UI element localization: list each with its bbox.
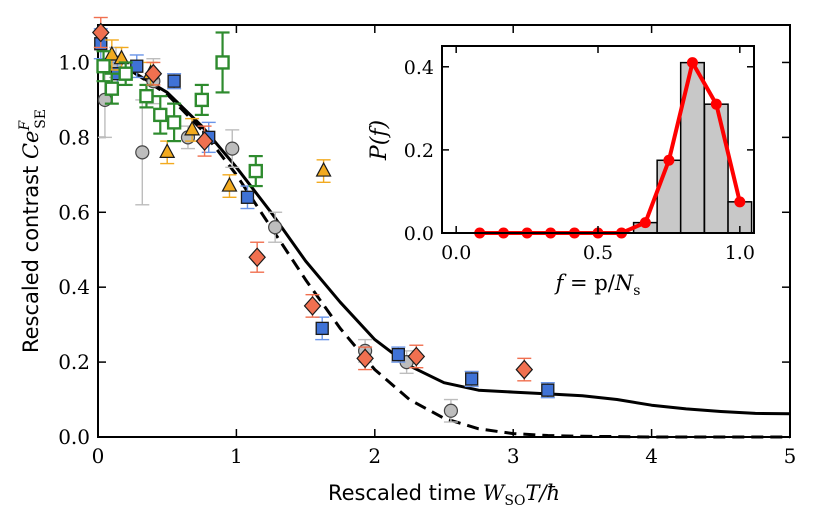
green-squares-marker (96, 59, 111, 74)
x-tick-label: 0 (92, 444, 105, 468)
green-squares-marker (118, 66, 133, 81)
x-tick-label: 2 (368, 444, 381, 468)
inset-x-axis-label: f = p/Ns (554, 271, 641, 299)
inset-x-tick-label: 1.0 (725, 242, 755, 264)
inset-bar (703, 103, 729, 234)
red-diamonds (91, 16, 534, 382)
svg-text:P(f): P(f) (367, 120, 392, 161)
green-squares-marker (166, 115, 182, 130)
inset-red-point (686, 57, 698, 69)
svg-text:Rescaled contrast CeFSE: Rescaled contrast CeFSE (17, 109, 49, 353)
inset-red-point (734, 196, 746, 208)
red-diamonds-marker (515, 359, 534, 380)
orange-triangles-marker (159, 143, 176, 158)
inset-y-axis-label: P(f) (367, 120, 392, 161)
orange-triangles-marker (113, 49, 130, 65)
red-diamonds-marker (303, 296, 322, 316)
inset-red-point (710, 98, 722, 110)
inset-y-tick-label: 0.2 (404, 140, 434, 162)
blue-squares-marker (465, 372, 479, 386)
blue-squares-marker (167, 74, 181, 88)
blue-squares-marker (315, 321, 329, 336)
orange-triangles-marker (221, 176, 238, 192)
red-diamonds-marker (248, 247, 266, 268)
blue-squares-marker (240, 190, 255, 204)
gray-circles-marker (225, 141, 240, 156)
inset-plot-frame-overlay (441, 45, 755, 234)
inset-bar (679, 61, 705, 234)
y-tick-label: 0.6 (58, 200, 90, 224)
red-diamonds-marker (356, 348, 374, 369)
orange-triangles-marker (184, 120, 201, 136)
green-squares-marker (139, 88, 154, 104)
main-y-axis-label: Rescaled contrast CeFSE (17, 109, 49, 353)
red-diamonds-marker (195, 131, 214, 152)
inset-ticks: 0.0 0.5 1.0 0.0 0.2 0.4 (404, 46, 755, 264)
y-tick-label: 0.2 (58, 350, 90, 374)
gray-circles-marker (135, 145, 150, 160)
inset-x-tick-label: 0.5 (583, 242, 613, 264)
green-squares-marker (104, 81, 120, 96)
y-tick-label: 0.8 (58, 125, 90, 149)
red-diamonds-marker (91, 22, 110, 43)
x-tick-label: 5 (784, 444, 797, 468)
green-squares (96, 31, 263, 188)
x-tick-label: 1 (230, 444, 243, 468)
x-tick-label: 3 (507, 444, 520, 468)
orange-triangles-marker (103, 45, 120, 61)
inset-red-point (639, 217, 651, 229)
red-diamonds-marker (407, 346, 426, 367)
inset-y-tick-label: 0.0 (404, 223, 434, 245)
y-tick-label: 0.4 (58, 275, 90, 299)
x-tick-label: 4 (645, 444, 658, 468)
main-x-axis-label: Rescaled time WSOT/ħ (328, 481, 560, 509)
y-tick-label: 1.0 (58, 50, 90, 74)
green-squares-marker (194, 92, 210, 108)
blue-squares-marker (130, 59, 144, 73)
y-tick-label: 0.0 (58, 425, 90, 449)
gray-circles-marker (268, 220, 283, 235)
green-squares-marker (153, 107, 168, 123)
red-diamonds-marker (144, 63, 163, 84)
inset-red-point (663, 154, 675, 166)
green-squares-marker (248, 163, 263, 179)
inset-x-tick-label: 0.0 (441, 242, 471, 264)
green-squares-marker (215, 55, 230, 70)
orange-triangles-marker (315, 161, 332, 177)
inset-bar (656, 159, 682, 234)
blue-squares-marker (391, 347, 405, 362)
gray-circles-marker (443, 403, 459, 418)
blue-squares-marker (541, 383, 555, 397)
inset-y-tick-label: 0.4 (404, 57, 434, 79)
main-series (91, 16, 555, 423)
